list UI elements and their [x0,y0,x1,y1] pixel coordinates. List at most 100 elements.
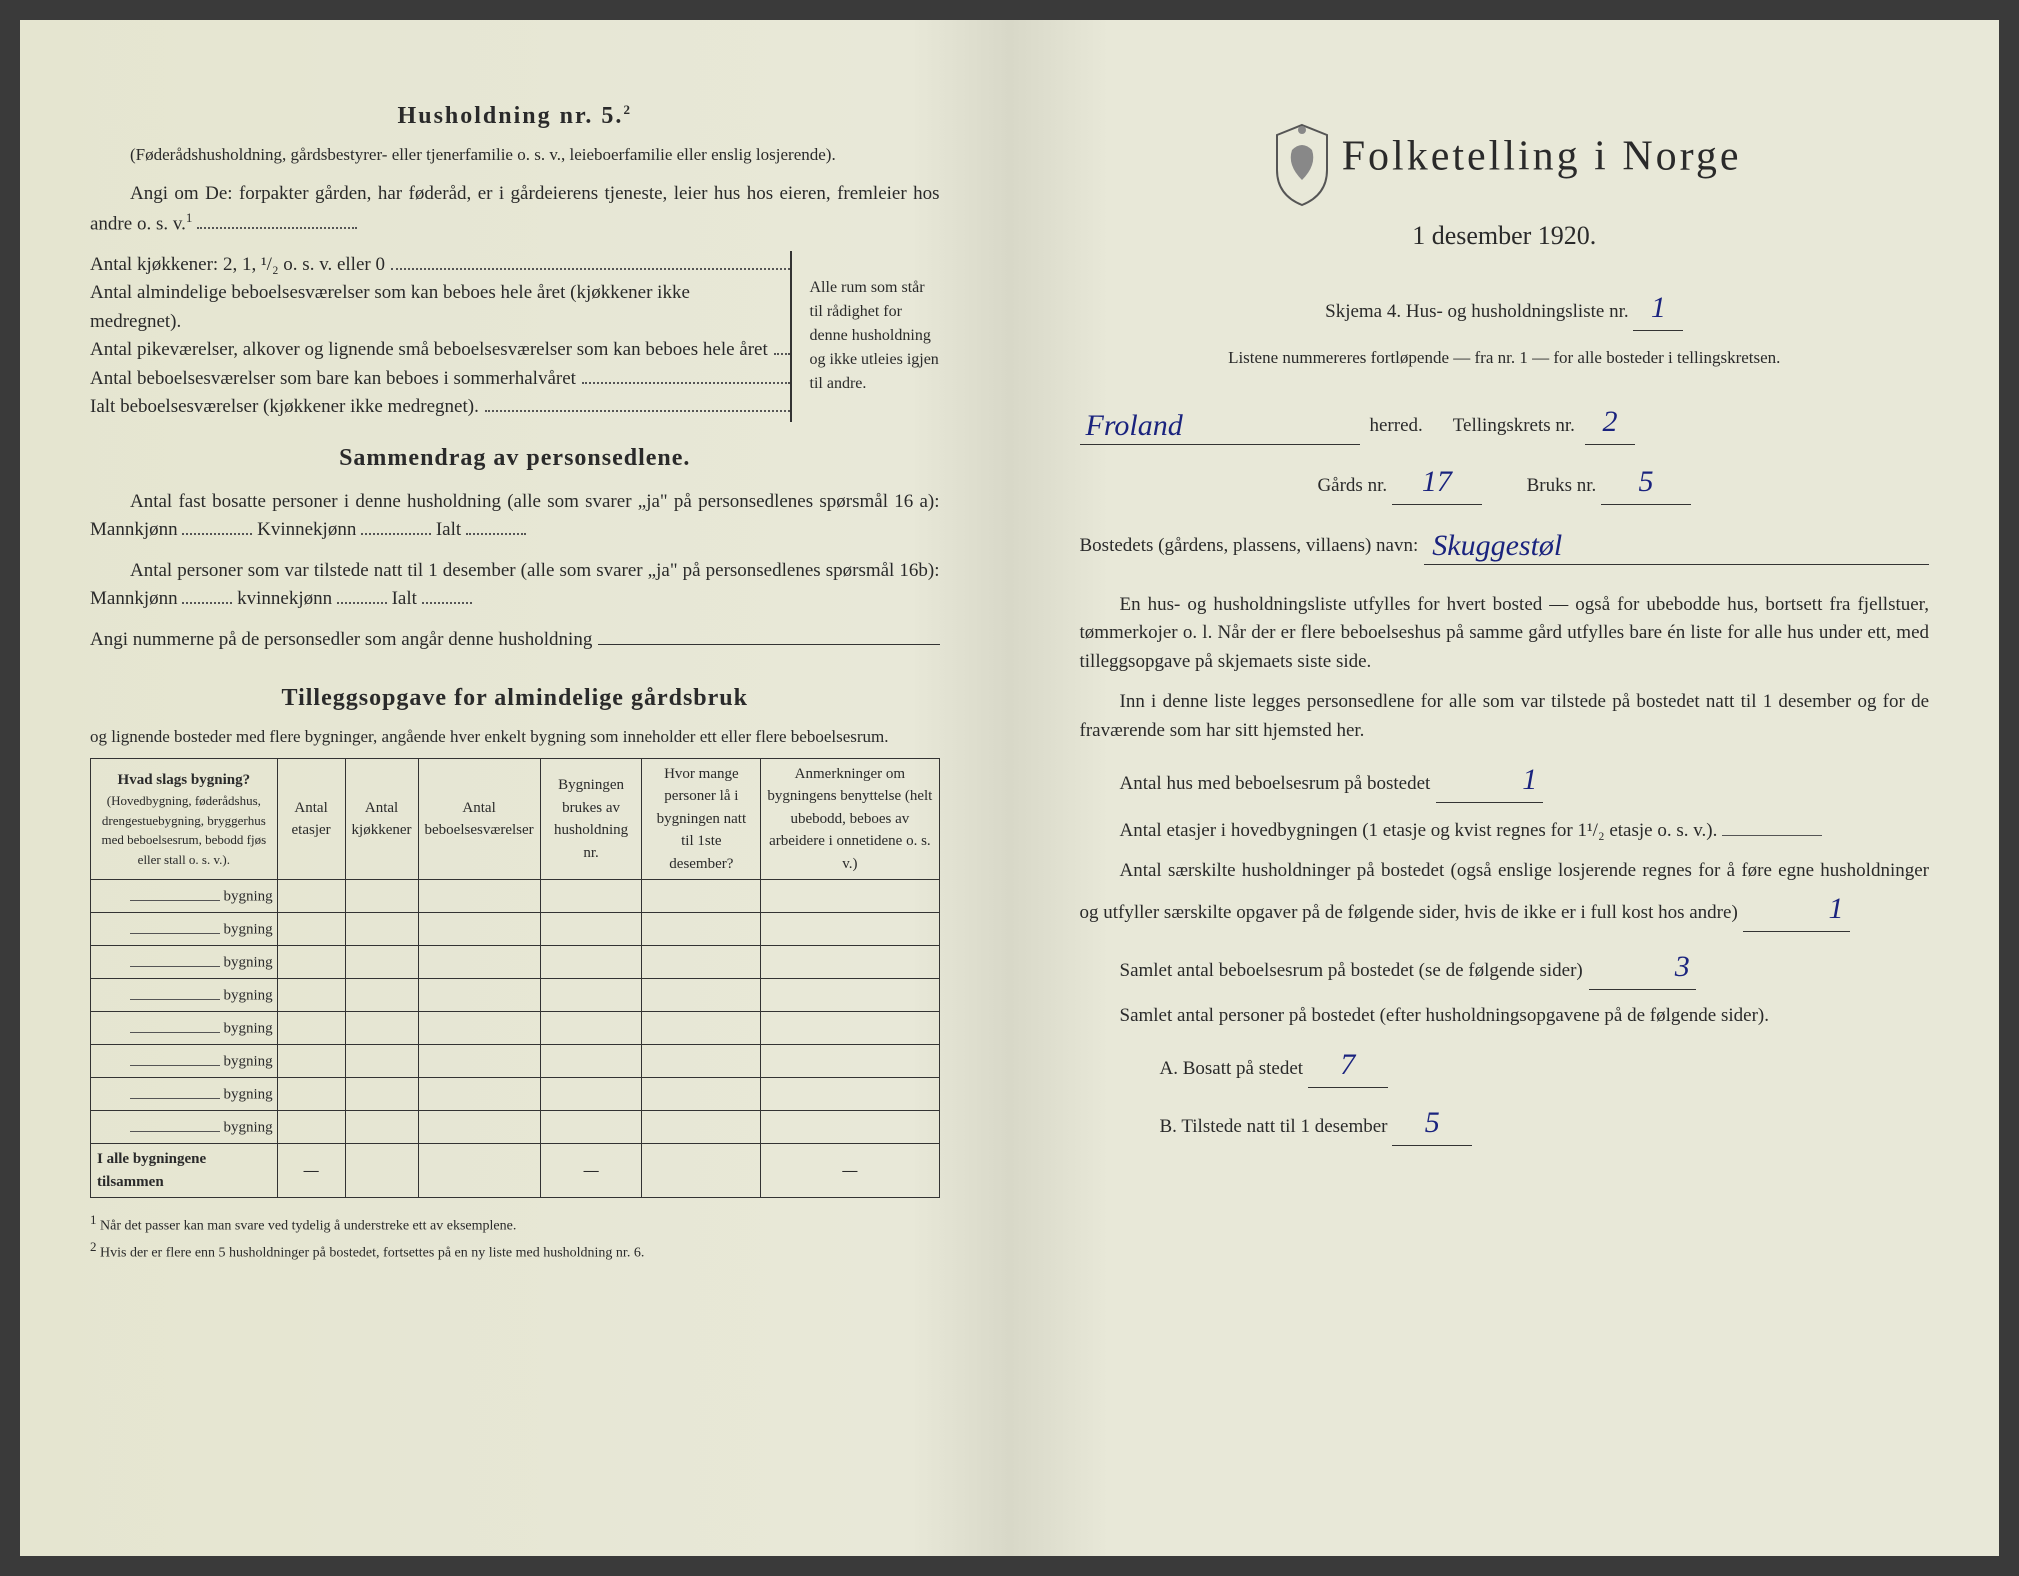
table-row: bygning [91,1078,940,1111]
fill [337,585,387,604]
dots [774,353,790,355]
angi-fill [197,210,357,229]
household-heading: Husholdning nr. 5.2 [90,98,940,134]
herred-value: Froland [1086,403,1183,448]
q5-line: Samlet antal personer på bostedet (efter… [1080,1002,1930,1031]
para2: Inn i denne liste legges personsedlene f… [1080,688,1930,745]
col5: Bygningen brukes av husholdning nr. [540,758,642,880]
row-label: bygning [223,1120,272,1136]
bosted-line: Bostedets (gårdens, plassens, villaens) … [1080,519,1930,565]
row-label: bygning [223,922,272,938]
dash: — [540,1144,642,1198]
qA-value: 7 [1340,1042,1355,1087]
qA-line: A. Bosatt på stedet 7 [1080,1042,1930,1088]
table-row: bygning [91,1045,940,1078]
totals-row: I alle bygningene tilsammen — — — [91,1144,940,1198]
list-number: 1 [1651,285,1666,330]
table-row: bygning [91,1012,940,1045]
col3: Antal kjøkkener [345,758,418,880]
bosted-label: Bostedets (gårdens, plassens, villaens) … [1080,532,1419,561]
blank [130,917,220,934]
rooms-left: Antal kjøkkener: 2, 1, ¹/₂ o. s. v. elle… [90,251,790,422]
blank [130,1082,220,1099]
sum1c: Ialt [436,519,461,540]
krets-field: 2 [1585,399,1635,445]
document-spread: Husholdning nr. 5.2 (Føderådshusholdning… [20,20,1999,1556]
household-sup: 2 [623,102,632,117]
brace-note: Alle rum som står til rådighet for denne… [790,251,940,422]
blank [130,950,220,967]
dash: — [277,1144,345,1198]
household-subtitle: (Føderådshusholdning, gårdsbestyrer- ell… [90,142,940,168]
tillegg-heading: Tilleggsopgave for almindelige gårdsbruk [90,680,940,716]
q4-value: 3 [1635,944,1690,989]
qB-field: 5 [1392,1100,1472,1146]
fill [182,585,232,604]
summary-line2: Antal personer som var tilstede natt til… [90,557,940,614]
q1: Antal hus med beboelsesrum på bostedet [1080,770,1431,799]
list-number-field: 1 [1633,285,1683,331]
qA-field: 7 [1308,1042,1388,1088]
table-body: bygning bygning bygning bygning bygning … [91,880,940,1198]
dots [485,410,790,412]
bosted-field: Skuggestøl [1424,519,1929,565]
skjema-line: Skjema 4. Hus- og husholdningsliste nr. … [1080,285,1930,331]
coat-of-arms-icon [1267,120,1337,210]
q3-line: Antal særskilte husholdninger på bostede… [1080,857,1930,932]
q2-field [1722,815,1822,836]
household-title: Husholdning nr. 5. [398,103,624,129]
table-head: Hvad slags bygning? (Hovedbygning, føder… [91,758,940,880]
bosted-value: Skuggestøl [1432,523,1562,568]
title-block: Folketelling i Norge 1 desember 1920. [1080,120,1930,255]
blank [130,884,220,901]
totals-label: I alle bygningene tilsammen [91,1144,278,1198]
building-table: Hvad slags bygning? (Hovedbygning, føder… [90,758,940,1199]
summary-heading: Sammendrag av personsedlene. [90,440,940,476]
herred-label: herred. [1370,412,1423,441]
maid-rooms: Antal pikeværelser, alkover og lignende … [90,336,768,365]
fn2-num: 2 [90,1239,97,1254]
sub-title: 1 desember 1920. [1080,216,1930,255]
row-label: bygning [223,1087,272,1103]
bruks-label: Bruks nr. [1527,475,1597,496]
krets-label: Tellingskrets nr. [1453,412,1575,441]
para1: En hus- og husholdningsliste utfylles fo… [1080,591,1930,677]
row-label: bygning [223,1021,272,1037]
summary-line1: Antal fast bosatte personer i denne hush… [90,488,940,545]
blank [130,1115,220,1132]
q1-field: 1 [1436,757,1543,803]
col1-sub: (Hovedbygning, føderådshus, drengestueby… [97,791,271,869]
blank [130,1049,220,1066]
gards-line: Gårds nr. 17 Bruks nr. 5 [1080,459,1930,505]
blank [130,1016,220,1033]
fill [422,585,472,604]
dots [391,268,790,270]
table-row: bygning [91,913,940,946]
sum3: Angi nummerne på de personsedler som ang… [90,626,592,655]
qB-value: 5 [1425,1100,1440,1145]
fn1: Når det passer kan man svare ved tydelig… [100,1219,516,1234]
table-row: bygning [91,1111,940,1144]
fill [361,516,431,535]
q2: Antal etasjer i hovedbygningen (1 etasje… [1120,820,1718,841]
q2-line: Antal etasjer i hovedbygningen (1 etasje… [1080,815,1930,845]
gards-label: Gårds nr. [1317,475,1387,496]
q3-value: 1 [1789,886,1844,931]
dots [582,382,790,384]
blank [130,983,220,1000]
fill [598,644,939,645]
fn1-num: 1 [90,1212,97,1227]
q4: Samlet antal beboelsesrum på bostedet (s… [1080,957,1583,986]
main-title: Folketelling i Norge [1342,133,1742,179]
qB-line: B. Tilstede natt til 1 desember 5 [1080,1100,1930,1146]
angi-line: Angi om De: forpakter gården, har føderå… [90,180,940,239]
total-rooms: Ialt beboelsesværelser (kjøkkener ikke m… [90,393,479,422]
skjema-label: Skjema 4. Hus- og husholdningsliste nr. [1325,301,1628,322]
gards-value: 17 [1422,459,1452,504]
col2: Antal etasjer [277,758,345,880]
q1-line: Antal hus med beboelsesrum på bostedet 1 [1080,757,1930,803]
list-note: Listene nummereres fortløpende — fra nr.… [1080,345,1930,371]
q1-value: 1 [1482,757,1537,802]
row-label: bygning [223,988,272,1004]
rooms-block: Antal kjøkkener: 2, 1, ¹/₂ o. s. v. elle… [90,251,940,422]
